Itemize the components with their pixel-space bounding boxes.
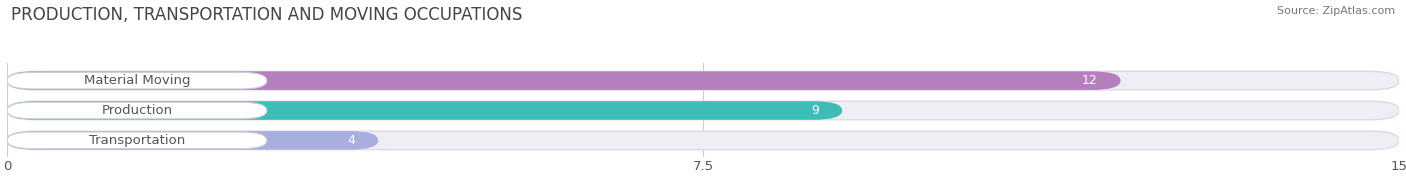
Text: 9: 9 — [811, 104, 818, 117]
Text: 4: 4 — [347, 134, 354, 147]
FancyBboxPatch shape — [7, 71, 1121, 90]
Text: 12: 12 — [1081, 74, 1098, 87]
FancyBboxPatch shape — [7, 131, 1399, 150]
FancyBboxPatch shape — [7, 101, 842, 120]
FancyBboxPatch shape — [7, 101, 1399, 120]
Text: Production: Production — [101, 104, 173, 117]
FancyBboxPatch shape — [7, 132, 267, 149]
FancyBboxPatch shape — [7, 131, 378, 150]
FancyBboxPatch shape — [7, 71, 1399, 90]
Text: Material Moving: Material Moving — [84, 74, 190, 87]
Text: PRODUCTION, TRANSPORTATION AND MOVING OCCUPATIONS: PRODUCTION, TRANSPORTATION AND MOVING OC… — [11, 6, 523, 24]
Text: Transportation: Transportation — [89, 134, 186, 147]
Text: Source: ZipAtlas.com: Source: ZipAtlas.com — [1277, 6, 1395, 16]
FancyBboxPatch shape — [7, 72, 267, 89]
FancyBboxPatch shape — [7, 102, 267, 119]
